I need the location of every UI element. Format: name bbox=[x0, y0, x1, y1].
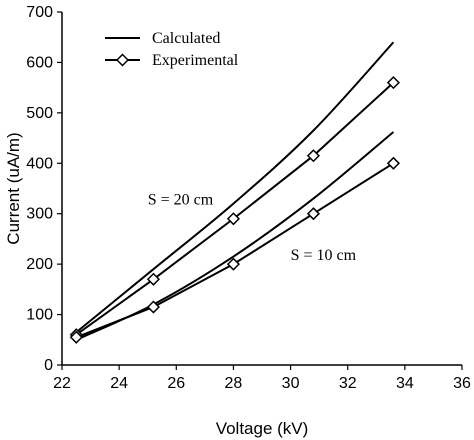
experimental-point bbox=[386, 76, 400, 90]
calculated-line-2 bbox=[75, 131, 395, 341]
legend: Calculated Experimental bbox=[105, 30, 239, 69]
x-tick-label: 24 bbox=[110, 375, 128, 392]
series-layer bbox=[75, 41, 395, 341]
experimental-line-1 bbox=[75, 81, 395, 336]
legend-marker bbox=[115, 53, 130, 67]
y-tick-label: 100 bbox=[26, 307, 53, 324]
x-tick-label: 32 bbox=[339, 375, 357, 392]
x-axis-title: Voltage (kV) bbox=[216, 419, 309, 438]
x-tick-label: 36 bbox=[453, 375, 471, 392]
y-tick-label: 500 bbox=[26, 105, 53, 122]
x-tick-label: 26 bbox=[167, 375, 185, 392]
x-tick-label: 22 bbox=[53, 375, 71, 392]
y-axis-title: Current (uA/m) bbox=[4, 132, 23, 244]
experimental-point bbox=[306, 207, 320, 221]
experimental-point bbox=[146, 272, 160, 286]
marker-layer bbox=[69, 76, 400, 344]
annotation-label: S = 20 cm bbox=[148, 192, 214, 209]
legend-label: Experimental bbox=[152, 52, 239, 69]
axes: 0 100 200 300 400 500 600 700 22 24 26 28 30 32 34 36 Vo… bbox=[4, 4, 471, 438]
y-tick-label: 0 bbox=[44, 357, 53, 374]
experimental-point bbox=[69, 330, 83, 344]
x-tick-label: 34 bbox=[396, 375, 414, 392]
annotation-label: S = 10 cm bbox=[291, 247, 357, 264]
experimental-point bbox=[386, 156, 400, 170]
y-tick-label: 300 bbox=[26, 206, 53, 223]
y-tick-label: 400 bbox=[26, 155, 53, 172]
x-tick-label: 30 bbox=[282, 375, 300, 392]
experimental-point bbox=[226, 212, 240, 226]
y-tick-label: 600 bbox=[26, 54, 53, 71]
y-tick-label: 200 bbox=[26, 256, 53, 273]
annotations: S = 20 cm S = 10 cm bbox=[148, 192, 357, 264]
x-tick-label: 28 bbox=[225, 375, 243, 392]
experimental-point bbox=[146, 300, 160, 314]
calculated-line-0 bbox=[75, 41, 395, 333]
experimental-point bbox=[306, 149, 320, 163]
legend-label: Calculated bbox=[152, 30, 220, 47]
y-tick-label: 700 bbox=[26, 4, 53, 21]
experimental-point bbox=[226, 257, 240, 271]
